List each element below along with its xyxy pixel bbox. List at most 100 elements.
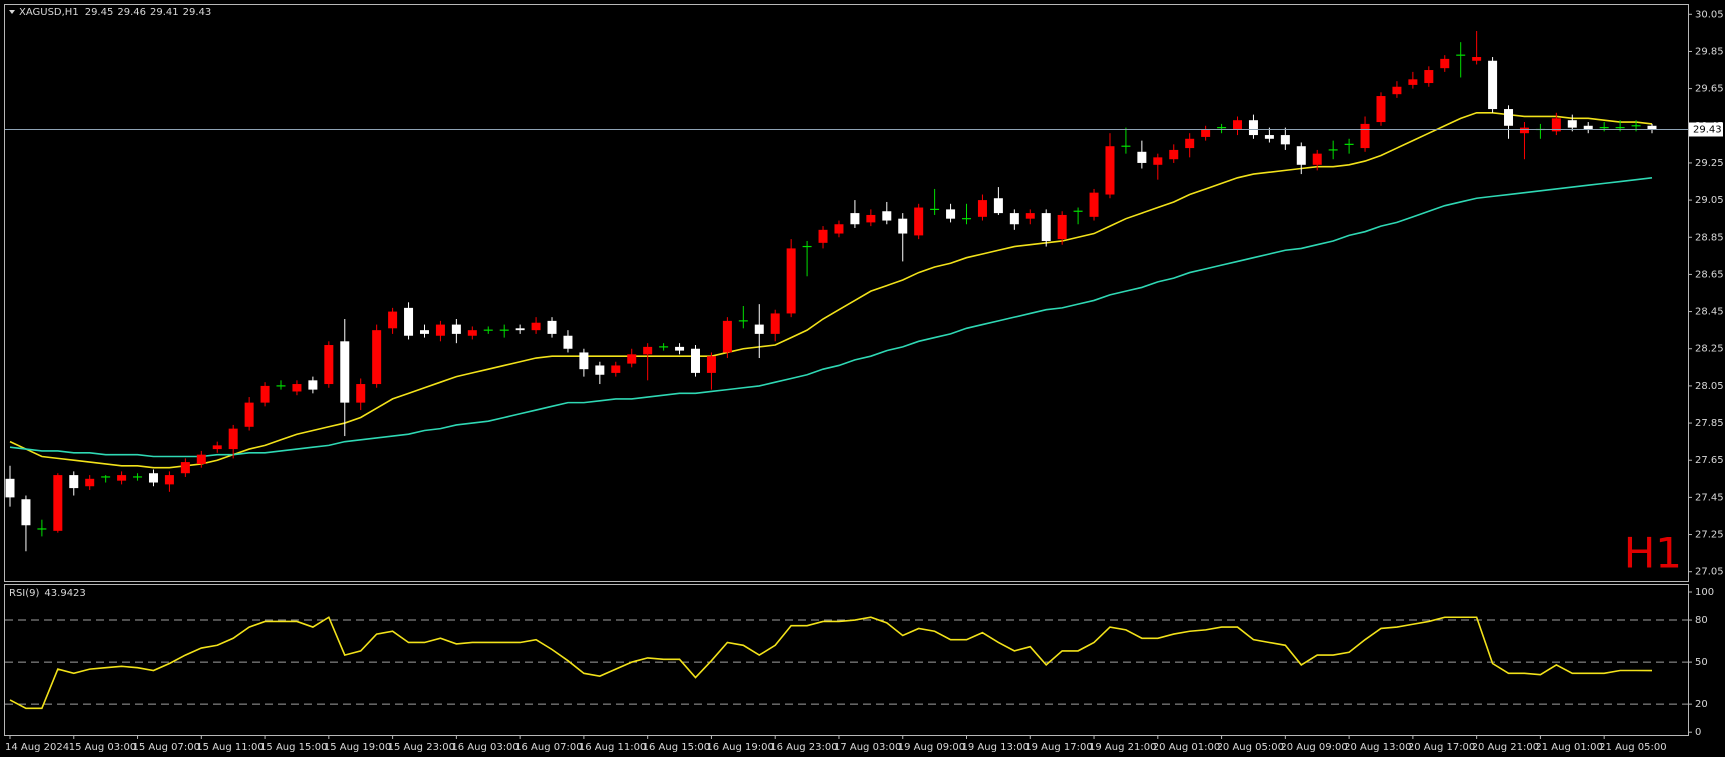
chart-title: XAGUSD,H1	[19, 7, 79, 18]
candle-body	[117, 475, 127, 481]
candle-body	[882, 211, 892, 221]
bid-label-box	[1689, 122, 1723, 137]
rsi-current-value: 43.9423	[44, 588, 85, 599]
candle-body	[1057, 214, 1067, 240]
candle-body	[148, 473, 158, 483]
candle-body	[5, 478, 15, 498]
x-tick-label: 20 Aug 21:00	[1472, 742, 1539, 753]
x-tick-label: 16 Aug 11:00	[579, 742, 646, 753]
candle-body	[1408, 79, 1418, 85]
candle-body	[706, 356, 716, 373]
y-tick-label: 28.65	[1695, 269, 1724, 280]
candle-body	[69, 475, 79, 489]
bid-label: 29.43	[1693, 124, 1722, 135]
low-value: 29.41	[150, 7, 179, 18]
x-tick-label: 15 Aug 07:00	[133, 742, 200, 753]
x-tick-label: 20 Aug 09:00	[1280, 742, 1347, 753]
candle-body	[467, 330, 477, 336]
candle-body	[228, 428, 238, 450]
y-tick-label: 28.05	[1695, 381, 1724, 392]
moving-average-line	[9, 111, 1653, 469]
candle-body	[643, 346, 653, 355]
y-tick-label: 80	[1695, 615, 1708, 626]
x-tick-label: 19 Aug 21:00	[1089, 742, 1156, 753]
x-tick-label: 21 Aug 05:00	[1599, 742, 1666, 753]
candle-body	[1472, 57, 1482, 61]
candle-body	[722, 320, 732, 353]
y-tick-label: 27.85	[1695, 418, 1724, 429]
y-tick-label: 20	[1695, 699, 1708, 710]
candle-body	[1233, 120, 1243, 130]
candle-body	[1519, 127, 1529, 134]
y-tick-label: 0	[1695, 727, 1701, 738]
candle-body	[818, 229, 828, 243]
close-value: 29.43	[183, 7, 212, 18]
candle-body	[1153, 157, 1163, 165]
x-tick-label: 15 Aug 03:00	[69, 742, 136, 753]
x-tick-label: 20 Aug 01:00	[1153, 742, 1220, 753]
x-tick-label: 20 Aug 13:00	[1344, 742, 1411, 753]
moving-average-line	[9, 177, 1653, 458]
candle-body	[1488, 60, 1498, 110]
x-tick-label: 14 Aug 2024	[5, 742, 69, 753]
y-tick-label: 29.25	[1695, 158, 1724, 169]
candle-body	[196, 454, 206, 464]
x-tick-label: 15 Aug 23:00	[388, 742, 455, 753]
y-tick-label: 30.05	[1695, 9, 1724, 20]
candle-body	[180, 462, 190, 474]
x-tick-label: 21 Aug 01:00	[1535, 742, 1602, 753]
candle-body	[1137, 151, 1147, 163]
candle-body	[164, 475, 174, 485]
candle-body	[419, 330, 429, 334]
candle-body	[340, 341, 350, 403]
candle-body	[1376, 96, 1386, 123]
x-tick-label: 16 Aug 07:00	[515, 742, 582, 753]
candle-body	[212, 445, 222, 450]
x-tick-label: 15 Aug 11:00	[196, 742, 263, 753]
rsi-title: RSI(9)	[9, 588, 40, 599]
candle-body	[1551, 118, 1561, 132]
candle-body	[1424, 70, 1434, 84]
candle-body	[675, 346, 685, 351]
candle-body	[85, 478, 95, 487]
candle-body	[1567, 120, 1577, 128]
menu-arrow[interactable]	[9, 10, 15, 14]
timeframe-watermark: H1	[1624, 529, 1682, 578]
chart-header: XAGUSD,H1 29.45 29.46 29.41 29.43	[19, 7, 211, 18]
x-tick-label: 15 Aug 15:00	[260, 742, 327, 753]
candle-body	[786, 248, 796, 314]
candle-body	[292, 384, 302, 392]
candle-body	[260, 385, 270, 403]
candle-body	[388, 311, 398, 329]
candle-body	[531, 322, 541, 331]
candle-body	[993, 198, 1003, 214]
x-tick-label: 19 Aug 17:00	[1025, 742, 1092, 753]
x-tick-label: 20 Aug 05:00	[1217, 742, 1284, 753]
candle-body	[1647, 125, 1657, 130]
candle-body	[1312, 153, 1322, 165]
candle-body	[595, 365, 605, 375]
y-tick-label: 100	[1695, 587, 1714, 598]
y-tick-label: 50	[1695, 657, 1708, 668]
x-tick-label: 16 Aug 23:00	[770, 742, 837, 753]
candle-body	[356, 384, 366, 403]
candle-body	[515, 328, 525, 331]
candle-body	[866, 214, 876, 223]
candle-body	[977, 200, 987, 217]
candle-body	[1089, 192, 1099, 217]
x-tick-label: 16 Aug 19:00	[706, 742, 773, 753]
x-tick-label: 17 Aug 03:00	[834, 742, 901, 753]
candle-body	[770, 313, 780, 334]
candle-body	[946, 209, 956, 219]
x-tick-label: 16 Aug 03:00	[451, 742, 518, 753]
main-panel-frame	[4, 4, 1689, 582]
candle-body	[1201, 129, 1211, 137]
candle-body	[21, 499, 31, 526]
candle-body	[611, 365, 621, 373]
x-tick-label: 19 Aug 13:00	[962, 742, 1029, 753]
rsi-header: RSI(9) 43.9423	[9, 588, 86, 599]
candle-body	[690, 348, 700, 373]
y-tick-label: 29.05	[1695, 195, 1724, 206]
